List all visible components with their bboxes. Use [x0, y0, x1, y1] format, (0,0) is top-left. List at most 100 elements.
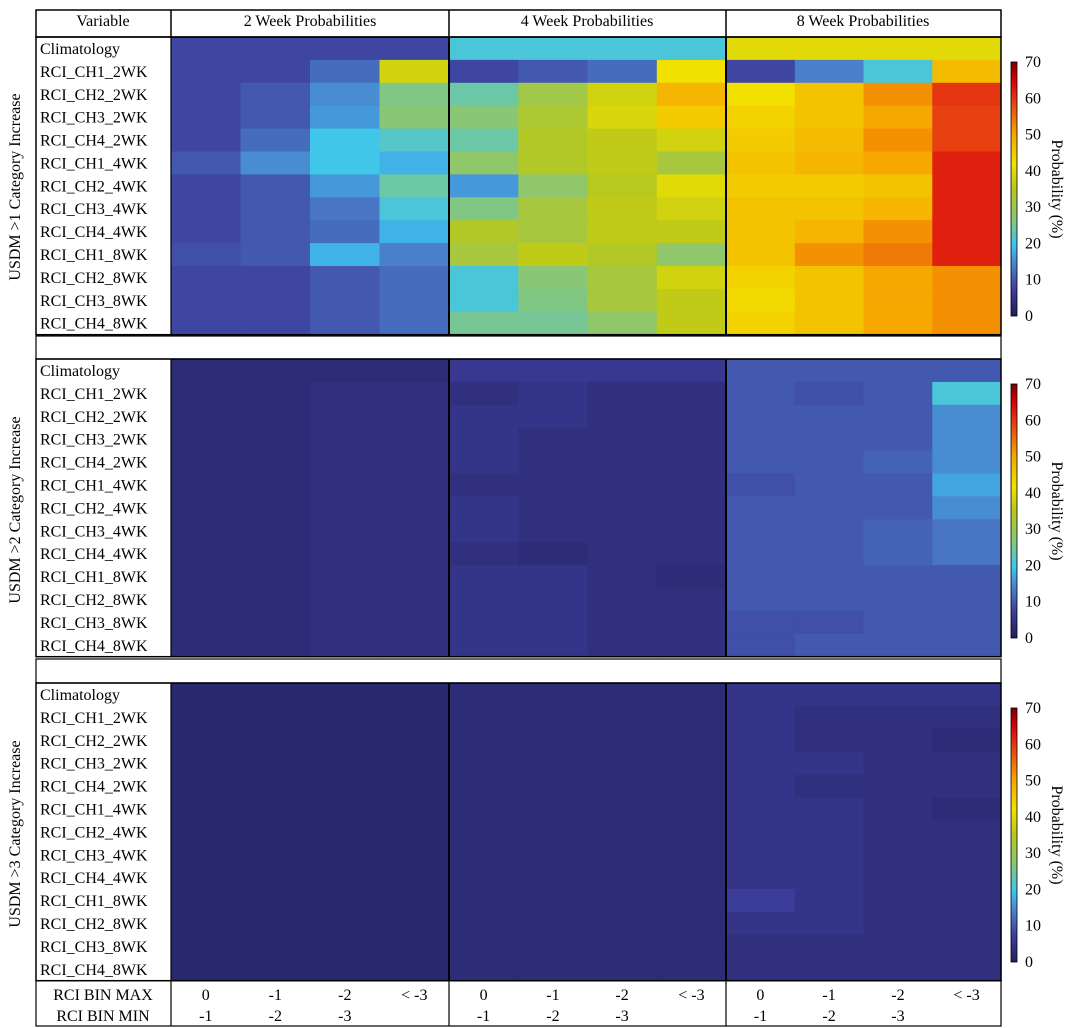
heatmap-cell [587, 519, 658, 543]
heatmap-cell [794, 751, 865, 776]
heatmap-cell [171, 565, 242, 589]
heatmap-cell [794, 381, 865, 406]
heatmap-cell [449, 288, 519, 313]
heatmap-cell [310, 220, 381, 244]
heatmap-cell [518, 705, 589, 730]
heatmap-cell [171, 427, 242, 452]
heatmap-cell [863, 174, 933, 198]
row-label: RCI_CH4_4WK [40, 870, 148, 887]
heatmap-cell [379, 82, 450, 107]
heatmap-cell [379, 450, 450, 475]
colorbar-tick-label: 20 [1025, 881, 1041, 898]
row-label: RCI_CH3_4WK [40, 201, 148, 218]
colorbar-label: Probability (%) [1048, 785, 1065, 884]
heatmap-cell [656, 105, 727, 130]
heatmap-cell [932, 889, 1002, 913]
heatmap-cell [518, 565, 589, 589]
heatmap-cell [794, 957, 865, 982]
heatmap-cell [656, 220, 727, 244]
heatmap-cell [171, 705, 242, 730]
bin-min-label: RCI BIN MIN [56, 1008, 150, 1025]
heatmap-cell [240, 820, 311, 844]
heatmap-cell [794, 288, 865, 313]
heatmap-cell [794, 496, 865, 520]
heatmap-cell [240, 751, 311, 776]
bin-max-value: < -3 [953, 987, 979, 1004]
heatmap-cell [726, 519, 796, 543]
heatmap-cell [932, 519, 1002, 543]
heatmap-cell [171, 197, 242, 221]
heatmap-cell [726, 705, 796, 730]
heatmap-cell [726, 473, 796, 497]
heatmap-cell [794, 151, 865, 175]
heatmap-cell [587, 633, 658, 658]
heatmap-cell [240, 519, 311, 543]
heatmap-cell [587, 105, 658, 130]
heatmap-cell [726, 381, 796, 406]
heatmap-cell [310, 797, 381, 821]
heatmap-cell [863, 311, 933, 336]
heatmap-cell [310, 610, 381, 635]
row-label: RCI_CH1_4WK [40, 802, 148, 819]
heatmap-cell [863, 633, 933, 658]
heatmap-cell [171, 588, 242, 612]
heatmap-cell [379, 728, 450, 753]
heatmap-cell [656, 889, 727, 913]
heatmap-cell [518, 59, 589, 84]
heatmap-cell [932, 565, 1002, 589]
row-label: RCI_CH3_4WK [40, 523, 148, 540]
heatmap-cell [726, 288, 796, 313]
heatmap-cell [726, 128, 796, 153]
heatmap-cell [449, 934, 519, 959]
heatmap-cell [240, 174, 311, 198]
heatmap-cell [518, 912, 589, 936]
heatmap-cell [518, 610, 589, 635]
heatmap-cell [240, 404, 311, 429]
heatmap-cell-climatology [449, 359, 726, 383]
heatmap-cell [171, 311, 242, 336]
row-label: RCI_CH4_2WK [40, 133, 148, 150]
heatmap-cell [656, 565, 727, 589]
heatmap-cell [449, 450, 519, 475]
heatmap-cell [932, 774, 1002, 799]
heatmap-cell [794, 404, 865, 429]
bin-frame [35, 980, 1002, 1027]
heatmap-cell [863, 266, 933, 290]
heatmap-cell [863, 751, 933, 776]
row-label: RCI_CH1_8WK [40, 893, 148, 910]
heatmap-cell [379, 633, 450, 658]
heatmap-cell [171, 105, 242, 130]
heatmap-cell [310, 633, 381, 658]
heatmap-cell [656, 243, 727, 267]
heatmap-cell [726, 542, 796, 566]
heatmap-cell [518, 889, 589, 913]
heatmap-cell [449, 105, 519, 130]
row-label: RCI_CH1_2WK [40, 710, 148, 727]
heatmap-cell [794, 797, 865, 821]
heatmap-cell [171, 266, 242, 290]
row-label: RCI_CH3_8WK [40, 615, 148, 632]
heatmap-cell [656, 496, 727, 520]
heatmap-cell [240, 381, 311, 406]
row-label: RCI_CH3_2WK [40, 756, 148, 773]
heatmap-cell [518, 105, 589, 130]
heatmap-cell [240, 197, 311, 221]
bin-max-value: 0 [756, 987, 764, 1004]
heatmap-cell [587, 889, 658, 913]
heatmap-cell [310, 82, 381, 107]
heatmap-cell [171, 843, 242, 867]
heatmap-cell [794, 820, 865, 844]
heatmap-cell [171, 866, 242, 890]
colorbar-tick-label: 40 [1025, 163, 1041, 180]
panel-label-2: USDM >2 Category Increase [7, 416, 24, 603]
heatmap-cell [587, 588, 658, 612]
bin-min-value: -2 [546, 1008, 559, 1025]
heatmap-cell [794, 774, 865, 799]
heatmap-cell [656, 774, 727, 799]
heatmap-cell [518, 866, 589, 890]
heatmap-cell [656, 542, 727, 566]
heatmap-cell [171, 633, 242, 658]
heatmap-cell [932, 866, 1002, 890]
heatmap-cell [794, 565, 865, 589]
heatmap-cell [240, 633, 311, 658]
